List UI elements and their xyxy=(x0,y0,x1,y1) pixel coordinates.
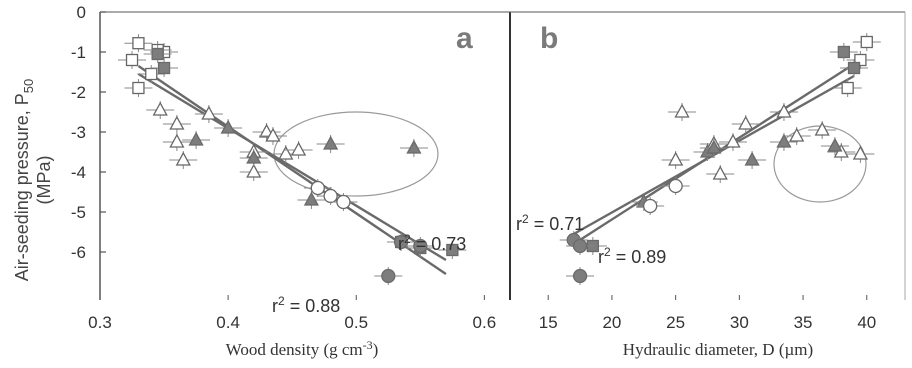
panel-a-data-points xyxy=(118,34,467,285)
panel-b-r2-upper: r2 = 0.71 xyxy=(516,212,584,234)
circle-marker xyxy=(336,194,351,210)
triangle-marker xyxy=(712,165,728,180)
circle-marker xyxy=(668,178,683,194)
square-marker xyxy=(854,53,867,67)
panel-b-x-axis-label: Hydraulic diameter, D (µm) xyxy=(623,340,813,359)
circle-marker xyxy=(310,180,325,196)
y-tick-label: -2 xyxy=(71,83,86,102)
panel-a-x-ticks: 0.3 0.4 0.5 0.6 xyxy=(88,295,496,332)
triangle-marker xyxy=(303,191,319,206)
triangle-marker xyxy=(725,133,741,148)
triangle-marker xyxy=(169,115,185,130)
circle-marker xyxy=(393,234,409,250)
triangle-marker xyxy=(152,101,168,116)
triangle-marker xyxy=(668,151,684,166)
panel-a-r2-upper: r2 = 0.73 xyxy=(398,232,466,254)
panel-a-r2-lower: r2 = 0.88 xyxy=(272,294,340,316)
y-tick-label: -6 xyxy=(71,243,86,262)
circle-marker xyxy=(323,188,338,204)
triangle-marker xyxy=(744,151,760,166)
triangle-marker xyxy=(706,139,722,154)
panel-a-y-ticks: 0 -1 -2 -3 -4 -5 -6 xyxy=(71,3,106,262)
panel-b-x-ticks: 15 20 25 30 35 40 xyxy=(539,295,876,332)
triangle-marker xyxy=(291,141,307,156)
circle-marker xyxy=(381,268,396,284)
square-marker xyxy=(132,37,145,50)
triangle-marker xyxy=(246,163,262,178)
y-tick-label: -5 xyxy=(71,203,86,222)
x-tick-label: 0.3 xyxy=(88,313,112,332)
triangle-marker xyxy=(220,119,236,134)
square-marker xyxy=(446,243,459,257)
y-axis-label-main: Air-seeding pressure, P xyxy=(12,93,32,281)
y-tick-label: -3 xyxy=(71,123,86,142)
y-axis-label-unit: (MPa) xyxy=(34,156,54,205)
x-tick-label: 30 xyxy=(730,313,749,332)
triangle-marker xyxy=(201,105,217,120)
triangle-marker xyxy=(789,127,805,142)
x-tick-label: 25 xyxy=(666,313,685,332)
triangle-marker xyxy=(852,145,868,160)
triangle-marker xyxy=(738,115,754,130)
panel-b-r2-lower: r2 = 0.89 xyxy=(598,245,666,267)
triangle-marker xyxy=(814,121,830,136)
square-marker xyxy=(847,61,861,75)
triangle-marker xyxy=(265,127,281,142)
square-marker xyxy=(125,53,139,67)
panel-b-data-points xyxy=(559,33,881,285)
y-tick-label: -1 xyxy=(71,43,86,62)
square-marker xyxy=(151,47,164,61)
square-marker xyxy=(132,81,145,95)
triangle-marker xyxy=(246,149,262,164)
x-tick-label: 0.5 xyxy=(344,313,368,332)
y-axis-label: Air-seeding pressure, P50 (MPa) xyxy=(12,79,54,282)
triangle-marker xyxy=(169,133,185,148)
triangle-marker xyxy=(776,103,792,118)
x-tick-label: 40 xyxy=(857,313,876,332)
triangle-marker xyxy=(674,103,690,118)
x-tick-label: 0.6 xyxy=(473,313,497,332)
panel-a: a 0 -1 -2 -3 -4 -5 -6 0.3 0.4 0.5 0.6 r2 = 0.73 r… xyxy=(71,3,511,359)
triangle-marker xyxy=(323,135,339,150)
triangle-marker xyxy=(827,137,843,152)
triangle-marker xyxy=(278,145,294,160)
y-tick-label: 0 xyxy=(77,3,86,22)
circle-marker xyxy=(572,238,588,254)
triangle-marker xyxy=(406,139,422,154)
square-marker xyxy=(157,61,171,75)
square-marker xyxy=(145,67,158,81)
panel-b-highlight-ellipse xyxy=(773,125,867,203)
panel-b-letter: b xyxy=(540,22,558,55)
circle-marker xyxy=(643,198,658,214)
square-marker xyxy=(837,45,850,59)
panel-a-letter: a xyxy=(456,22,473,55)
circle-marker xyxy=(572,268,588,284)
panel-b: b 15 20 25 30 35 40 r2 = 0.71 r2 = 0.89 Hydra… xyxy=(510,11,906,359)
x-tick-label: 35 xyxy=(794,313,813,332)
x-tick-label: 20 xyxy=(602,313,621,332)
triangle-marker xyxy=(776,133,792,148)
panel-a-x-axis-label: Wood density (g cm-3) xyxy=(226,338,379,359)
square-marker xyxy=(860,35,873,49)
x-tick-label: 15 xyxy=(539,313,558,332)
x-tick-label: 0.4 xyxy=(216,313,240,332)
y-axis-label-sub: 50 xyxy=(21,79,36,93)
fit-line xyxy=(137,72,447,262)
svg-text:Air-seeding pressure, P50: Air-seeding pressure, P50 xyxy=(12,79,36,282)
y-tick-label: -4 xyxy=(71,163,86,182)
triangle-marker xyxy=(188,131,204,146)
circle-marker xyxy=(413,238,428,254)
square-marker xyxy=(841,81,854,95)
triangle-marker xyxy=(175,151,191,166)
